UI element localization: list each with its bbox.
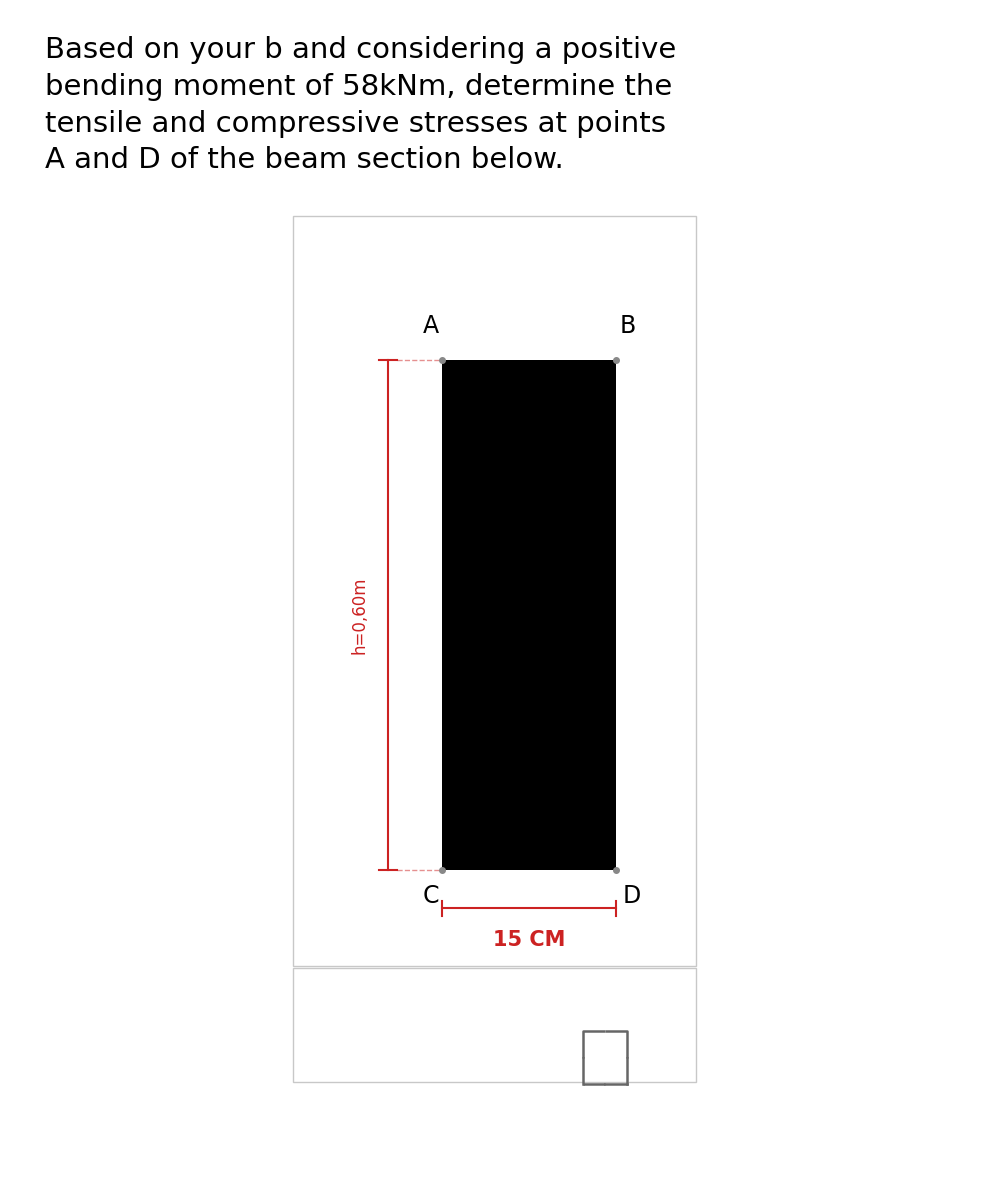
Text: B: B (620, 314, 636, 338)
Bar (293, 968, 696, 1082)
Text: 15 CM: 15 CM (493, 930, 566, 950)
Bar (293, 216, 696, 966)
Text: D: D (623, 884, 641, 908)
Bar (442, 360, 616, 870)
Text: h=0,60m: h=0,60m (351, 576, 369, 654)
Text: Based on your b and considering a positive
bending moment of 58kNm, determine th: Based on your b and considering a positi… (45, 36, 676, 174)
Text: C: C (422, 884, 438, 908)
Text: A: A (422, 314, 438, 338)
